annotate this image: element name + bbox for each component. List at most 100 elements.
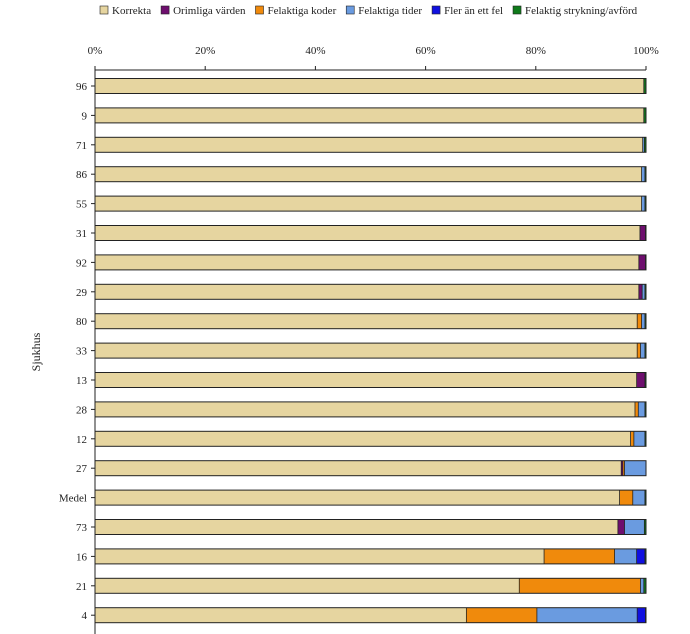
bar-outline: [94, 107, 647, 124]
bar-segment: [637, 313, 642, 329]
y-tick-label: Medel: [59, 493, 87, 505]
bar-row: [94, 548, 647, 565]
y-tick-label: 33: [76, 346, 88, 358]
x-axis: 0% 20% 40% 60% 80% 100%: [88, 45, 659, 71]
bar-outline: [94, 225, 647, 241]
bar-segment: [637, 343, 641, 359]
bar-segment: [519, 578, 641, 594]
y-tick-label: 21: [76, 581, 87, 593]
bar-row: [94, 78, 647, 94]
legend-item: Felaktig strykning/avförd: [512, 5, 638, 17]
bar-row: [94, 519, 647, 535]
chart-legend: Korrekta Orimliga värden Felaktiga koder Fe…: [99, 5, 638, 17]
bar-row: [94, 372, 647, 388]
bar-segment: [633, 431, 645, 447]
legend-swatch: [512, 5, 522, 15]
bar-segment: [95, 225, 640, 241]
legend-label: Orimliga värden: [173, 5, 246, 17]
bar-segment: [644, 137, 646, 153]
bar-segment: [638, 401, 645, 417]
y-tick-label: 13: [76, 375, 88, 387]
bar-segment: [640, 578, 644, 594]
legend-item: Fler än ett fel: [431, 5, 503, 17]
bar-segment: [95, 284, 639, 300]
bar-row: [94, 313, 647, 330]
bar-segment: [643, 78, 646, 94]
x-tick-label: 40%: [305, 45, 325, 57]
bar-segment: [536, 607, 638, 623]
legend-label: Felaktiga tider: [358, 5, 422, 17]
bar-row: [94, 107, 647, 124]
y-tick-label: 86: [76, 169, 88, 181]
bar-segment: [643, 578, 646, 594]
bar-row: [94, 283, 647, 300]
y-tick-label: 29: [76, 287, 88, 299]
bar-segment: [95, 460, 622, 476]
y-tick-label: 96: [76, 81, 88, 93]
bar-segment: [644, 196, 646, 212]
bar-outline: [94, 401, 647, 418]
legend-item: Orimliga värden: [160, 5, 246, 17]
bar-outline: [94, 372, 647, 388]
bar-row: [94, 460, 647, 477]
bar-segment: [544, 548, 615, 564]
x-tick-label: 60%: [416, 45, 436, 57]
bar-segment: [95, 401, 635, 417]
bar-segment: [644, 166, 646, 182]
y-tick-label: 27: [76, 463, 88, 475]
x-tick-label: 0%: [88, 45, 103, 57]
legend-swatch: [431, 5, 441, 15]
legend-item: Felaktiga koder: [255, 5, 337, 17]
bar-segment: [95, 254, 639, 270]
bar-segment: [95, 78, 644, 94]
bar-segment: [621, 460, 623, 476]
bar-row: [94, 401, 647, 418]
bar-outline: [94, 195, 647, 212]
bar-segment: [642, 137, 645, 153]
bar-segment: [95, 166, 642, 182]
bar-row: [94, 136, 647, 153]
bar-segment: [95, 578, 520, 594]
bar-segment: [466, 607, 537, 623]
legend-swatch: [160, 5, 170, 15]
y-axis-title: Sjukhus: [29, 332, 43, 371]
bar-outline: [94, 519, 647, 535]
legend-swatch: [99, 5, 109, 15]
bar-segment: [95, 372, 637, 388]
bar-row: [94, 254, 647, 271]
bar-row: [94, 166, 647, 183]
bar-segment: [95, 548, 545, 564]
bar-segment: [641, 313, 645, 329]
bar-outline: [94, 78, 647, 94]
bar-segment: [95, 313, 638, 329]
bar-outline: [94, 313, 647, 330]
legend-swatch: [255, 5, 264, 15]
bar-segment: [622, 460, 625, 476]
y-tick-label: 80: [76, 316, 88, 328]
bar-segment: [644, 313, 646, 329]
bar-outline: [94, 254, 647, 271]
bar-row: [94, 577, 647, 594]
bar-row: [94, 607, 647, 624]
bar-segment: [636, 372, 645, 388]
bar-segment: [95, 431, 631, 447]
y-tick-label: 9: [82, 110, 88, 122]
y-axis: 96 9 71 86 55 31 92 29 80 33 13 28 12 27 Medel 73 16 21 4: [59, 70, 96, 634]
bar-outline: [94, 577, 647, 594]
bar-segment: [637, 607, 646, 623]
bar-segment: [644, 372, 646, 388]
bar-segment: [641, 166, 645, 182]
bar-segment: [624, 519, 645, 535]
bar-segment: [638, 254, 646, 270]
x-tick-label: 100%: [633, 45, 659, 57]
y-tick-label: 55: [76, 199, 88, 211]
legend-label: Fler än ett fel: [444, 5, 503, 17]
bar-outline: [94, 460, 647, 477]
bar-segment: [617, 519, 625, 535]
legend-label: Korrekta: [112, 5, 151, 17]
bar-segment: [638, 284, 643, 300]
bar-row: [94, 195, 647, 212]
y-tick-label: 12: [76, 434, 87, 446]
x-tick-label: 20%: [195, 45, 215, 57]
